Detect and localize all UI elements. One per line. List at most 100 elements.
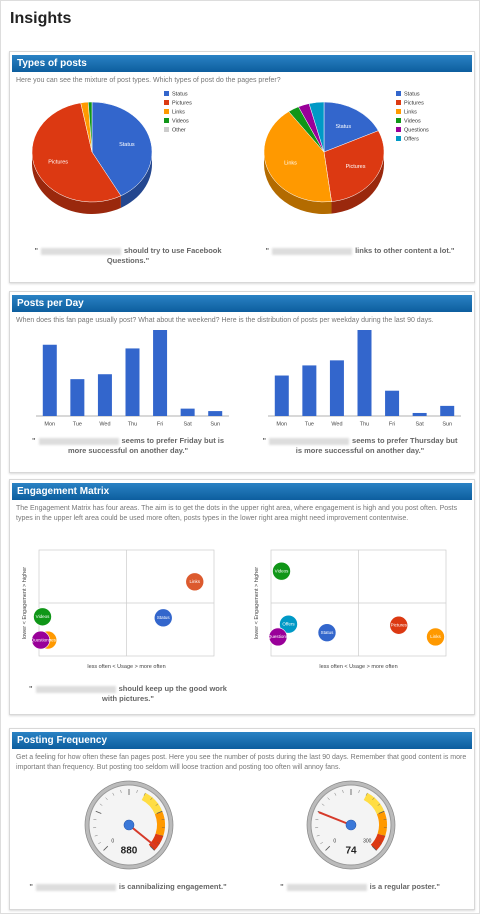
- y-axis-label: lower < Engagement > higher: [254, 567, 260, 639]
- point-label: Videos: [36, 614, 50, 619]
- quote-mark: ": [31, 436, 36, 445]
- caption-text: links to other content a lot.": [355, 246, 455, 255]
- bar: [42, 344, 57, 416]
- bar: [385, 390, 400, 416]
- caption: " should keep up the good work with pictu…: [28, 684, 228, 704]
- x-tick-label: Tue: [73, 421, 82, 427]
- point-label: Questions: [31, 637, 52, 642]
- gauge-tick: [149, 845, 155, 851]
- point-label: Questions: [268, 634, 289, 639]
- slice-label: Status: [335, 124, 351, 130]
- caption-text: is a regular poster.": [369, 882, 440, 891]
- gauge-tick: [157, 842, 160, 844]
- x-axis-label: less often < Usage > more often: [87, 664, 165, 670]
- legend-swatch: [164, 109, 169, 114]
- slice-label: Links: [284, 160, 297, 166]
- legend-label: Pictures: [404, 100, 424, 106]
- legend-label: Links: [404, 109, 417, 115]
- x-tick-label: Thu: [128, 421, 137, 427]
- y-axis-label: lower < Engagement > higher: [22, 567, 28, 639]
- legend-swatch: [164, 100, 169, 105]
- point: [317, 623, 337, 642]
- legend-label: Offers: [404, 136, 419, 142]
- section: Posting Frequency Get a feeling for how o…: [9, 728, 475, 910]
- quote-mark: ": [265, 246, 270, 255]
- point: [153, 608, 173, 628]
- x-tick-label: Mon: [44, 421, 55, 427]
- bar: [125, 348, 140, 416]
- point-label: Status: [157, 615, 171, 620]
- legend-swatch: [396, 118, 401, 123]
- gauge-tick: [98, 842, 101, 844]
- bar: [70, 379, 85, 416]
- pie-slice-side: [120, 152, 152, 208]
- section: Types of posts Here you can see the mixtu…: [9, 51, 475, 283]
- gauge-tick: [136, 789, 138, 793]
- gauge-tick: [94, 835, 98, 837]
- pie-slice: [308, 101, 325, 153]
- caption-text: should try to use Facebook Questions.": [106, 246, 222, 265]
- blurred-name: [269, 437, 350, 445]
- pie-slice: [91, 101, 153, 197]
- x-tick-label: Sat: [416, 421, 425, 427]
- gauge-tick: [334, 792, 337, 796]
- pie-slice: [31, 102, 122, 203]
- blurred-name: [35, 883, 116, 891]
- section-description: Here you can see the mixture of post typ…: [16, 77, 281, 84]
- pie-slice: [323, 130, 385, 202]
- gauge-tick: [372, 797, 375, 801]
- gauge-tick: [377, 803, 381, 806]
- gauge-needle: [128, 824, 157, 848]
- pie-slice-side: [32, 152, 121, 214]
- gauge-hub: [345, 819, 357, 831]
- gauge-tick: [143, 792, 146, 796]
- x-tick-label: Sat: [184, 421, 193, 427]
- caption: " is a regular poster.": [260, 882, 460, 892]
- point: [268, 627, 288, 647]
- section: Engagement Matrix The Engagement Matrix h…: [9, 479, 475, 715]
- point-label: Videos: [275, 568, 289, 573]
- bar: [208, 411, 223, 416]
- gauge-band: [370, 833, 386, 851]
- gauge-tick: [378, 810, 385, 814]
- gauge-tick: [112, 792, 115, 796]
- blurred-name: [38, 437, 119, 445]
- point-label: Links: [430, 634, 441, 639]
- point: [426, 627, 445, 647]
- pie-slice-side: [331, 152, 384, 214]
- caption-text: seems to prefer Friday but is more succe…: [67, 436, 225, 455]
- legend-label: Links: [172, 109, 185, 115]
- gauge-tick-label: 300: [363, 839, 372, 845]
- gauge-tick-label: 0: [333, 839, 336, 845]
- bar: [302, 365, 317, 416]
- section-header: Engagement Matrix: [12, 483, 472, 500]
- gauge-tick: [103, 845, 109, 851]
- gauge-tick: [150, 797, 153, 801]
- gauge-tick: [95, 810, 102, 814]
- point: [389, 615, 409, 635]
- gauge-hub: [123, 819, 135, 831]
- bar: [357, 330, 372, 416]
- caption: " should try to use Facebook Questions.": [28, 246, 228, 266]
- gauge-tick: [321, 803, 325, 806]
- gauge-band: [363, 792, 385, 815]
- gauge-band: [141, 792, 163, 815]
- gauge-tick: [99, 803, 103, 806]
- slice-label: Status: [119, 142, 135, 148]
- blurred-name: [35, 685, 116, 693]
- point: [185, 572, 205, 592]
- bar: [274, 375, 289, 416]
- x-tick-label: Wed: [331, 421, 342, 427]
- pie-slice: [263, 111, 332, 203]
- quote-mark: ": [29, 882, 33, 891]
- caption: " links to other content a lot.": [260, 246, 460, 256]
- gauge-needle: [318, 811, 352, 826]
- gauge-tick: [358, 789, 360, 793]
- gauge-tick: [379, 842, 382, 844]
- x-axis-label: less often < Usage > more often: [319, 664, 397, 670]
- section-description: The Engagement Matrix has four areas. Th…: [16, 505, 458, 522]
- section-header: Posts per Day: [12, 295, 472, 312]
- gauge-tick: [342, 789, 344, 793]
- bar: [412, 412, 427, 416]
